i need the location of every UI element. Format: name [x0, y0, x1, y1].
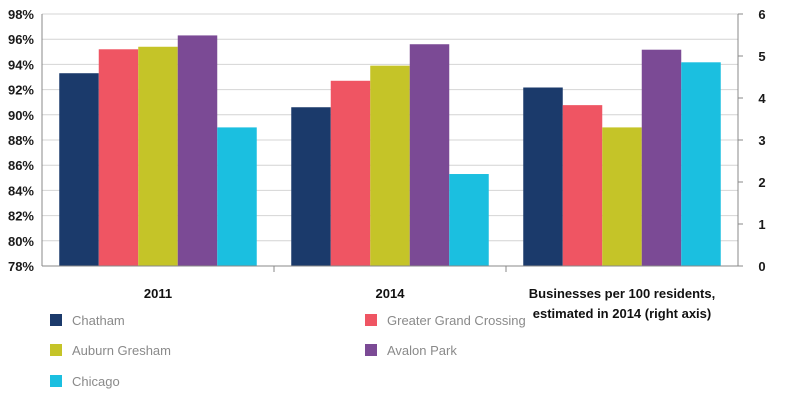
right-tick-label: 5 — [758, 49, 765, 64]
left-tick-label: 88% — [8, 133, 34, 148]
legend-swatch — [365, 314, 377, 326]
bar-auburn-gresham — [370, 65, 410, 266]
bars — [59, 35, 721, 267]
right-tick-label: 6 — [758, 7, 765, 22]
left-axis-ticks: 78% 80% 82% 84% 86% 88% 90% 92% 94% 96% 98% — [8, 7, 34, 274]
bar-chatham — [523, 87, 563, 266]
right-tick-label: 1 — [758, 217, 765, 232]
left-tick-label: 92% — [8, 83, 34, 98]
legend-swatch — [50, 344, 62, 356]
legend-label: Greater Grand Crossing — [387, 313, 526, 328]
category-label: 2014 — [376, 286, 406, 301]
left-tick-label: 86% — [8, 158, 34, 173]
right-tick-label: 3 — [758, 133, 765, 148]
legend-label: Chicago — [72, 374, 120, 389]
category-label: Businesses per 100 residents, — [529, 286, 715, 301]
right-tick-label: 0 — [758, 259, 765, 274]
left-tick-label: 94% — [8, 57, 34, 72]
left-tick-label: 78% — [8, 259, 34, 274]
category-label: estimated in 2014 (right axis) — [533, 306, 711, 321]
legend: Chatham Greater Grand Crossing Auburn Gres… — [50, 313, 526, 389]
legend-swatch — [50, 375, 62, 387]
bar-auburn-gresham — [602, 127, 642, 267]
bar-chicago — [681, 62, 721, 266]
legend-swatch — [365, 344, 377, 356]
right-tick-label: 2 — [758, 175, 765, 190]
left-tick-label: 96% — [8, 32, 34, 47]
left-tick-label: 98% — [8, 7, 34, 22]
bar-auburn-gresham — [138, 46, 178, 267]
category-label: 2011 — [144, 286, 172, 301]
bar-chicago — [217, 127, 257, 267]
bar-greater-grand-crossing — [98, 49, 139, 266]
bar-avalon-park — [177, 35, 218, 266]
bar-chatham — [291, 107, 331, 267]
right-axis-ticks: 0 1 2 3 4 5 6 — [758, 7, 766, 274]
right-tick-label: 4 — [758, 91, 766, 106]
left-tick-label: 90% — [8, 108, 34, 123]
legend-label: Avalon Park — [387, 343, 457, 358]
legend-label: Chatham — [72, 313, 125, 328]
axes — [41, 13, 743, 272]
bar-avalon-park — [409, 44, 450, 266]
bar-greater-grand-crossing — [562, 105, 603, 266]
legend-swatch — [50, 314, 62, 326]
bar-chatham — [59, 73, 99, 266]
legend-label: Auburn Gresham — [72, 343, 171, 358]
bar-avalon-park — [641, 49, 682, 267]
category-labels: 2011 2014 Businesses per 100 residents, est… — [144, 286, 715, 321]
bar-greater-grand-crossing — [330, 80, 371, 266]
bar-chicago — [449, 174, 489, 266]
left-tick-label: 84% — [8, 183, 34, 198]
left-tick-label: 80% — [8, 234, 34, 249]
left-tick-label: 82% — [8, 209, 34, 224]
